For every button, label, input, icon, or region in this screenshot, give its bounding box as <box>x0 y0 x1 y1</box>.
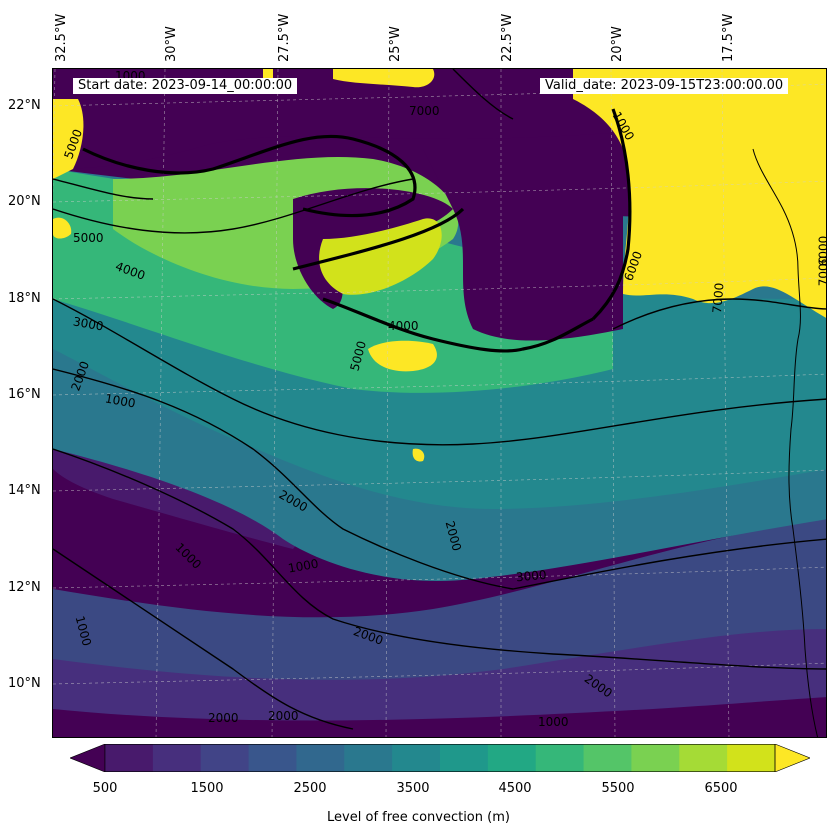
colorbar-segment <box>152 744 202 772</box>
colorbar-segment <box>105 744 154 772</box>
colorbar-tick: 3500 <box>396 781 430 796</box>
graticule <box>53 69 826 737</box>
colorbar-tick: 500 <box>92 781 118 796</box>
colorbar-extend-min <box>70 744 106 772</box>
field-fill-band <box>53 629 826 737</box>
colorbar-segment <box>440 744 489 772</box>
field-fill-highest <box>412 448 425 462</box>
field-fill-highest <box>263 69 273 79</box>
field-fill-highest <box>333 69 435 88</box>
lon-label: 20°W <box>610 26 625 62</box>
lat-label: 14°N <box>8 483 41 498</box>
lon-label: 32.5°W <box>54 13 69 62</box>
field-fill-highest <box>53 99 84 179</box>
colorbar-tick: 6500 <box>704 781 738 796</box>
lon-label: 25°W <box>388 26 403 62</box>
colorbar-segment <box>583 744 632 772</box>
contour-label: 1000 <box>538 715 569 729</box>
colorbar-segment <box>392 744 441 772</box>
colorbar-segment <box>200 744 250 772</box>
colorbar-segment <box>631 744 680 772</box>
contour-label: 7000 <box>409 104 440 118</box>
colorbar-outline <box>104 744 776 772</box>
colorbar-tick: 4500 <box>498 781 532 796</box>
colorbar-segment <box>344 744 393 772</box>
coastline <box>752 148 819 737</box>
lat-label: 12°N <box>8 580 41 595</box>
lon-label: 22.5°W <box>500 13 515 62</box>
lon-label: 30°W <box>164 26 179 62</box>
colorbar-label: Level of free convection (m) <box>327 810 510 825</box>
valid-date-label: Valid_date: 2023-09-15T23:00:00.00 <box>540 78 789 94</box>
start-date-label: Start date: 2023-09-14_00:00:00 <box>73 78 298 94</box>
contour-label: 2000 <box>268 709 299 723</box>
colorbar-segment <box>679 744 728 772</box>
colorbar-tick: 2500 <box>293 781 327 796</box>
lat-label: 18°N <box>8 291 41 306</box>
lat-label: 10°N <box>8 676 41 691</box>
field-fill-lowest <box>423 149 623 341</box>
contour-label: 6000 <box>816 235 827 267</box>
contour-lines <box>53 69 826 730</box>
field-fill-highest <box>573 69 826 318</box>
lon-label: 17.5°W <box>721 13 736 62</box>
map-canvas <box>53 69 826 737</box>
lat-label: 20°N <box>8 194 41 209</box>
lat-label: 16°N <box>8 387 41 402</box>
colorbar <box>70 744 810 772</box>
colorbar-segment <box>296 744 345 772</box>
colorbar-segment <box>248 744 297 772</box>
contour-label: 5000 <box>73 231 104 245</box>
contour-label: 4000 <box>388 319 419 333</box>
colorbar-segment <box>535 744 585 772</box>
field-fill-highest <box>53 217 72 239</box>
colorbar-segment <box>727 744 776 772</box>
colorbar-tick: 1500 <box>190 781 224 796</box>
lat-label: 22°N <box>8 98 41 113</box>
field-fill-band <box>53 697 826 737</box>
field-fill-highest <box>368 340 437 372</box>
colorbar-extend-max <box>774 744 810 772</box>
colorbar-segment <box>487 744 537 772</box>
lon-label: 27.5°W <box>277 13 292 62</box>
contour-label: 2000 <box>208 711 239 725</box>
contour-lines-bold <box>82 108 632 353</box>
colorbar-tick: 5500 <box>601 781 635 796</box>
contour-label: 3000 <box>515 567 548 585</box>
contour-label: 7000 <box>709 282 727 314</box>
map-panel: 1000 5000 5000 4000 3000 2000 1000 5000 … <box>52 68 827 738</box>
